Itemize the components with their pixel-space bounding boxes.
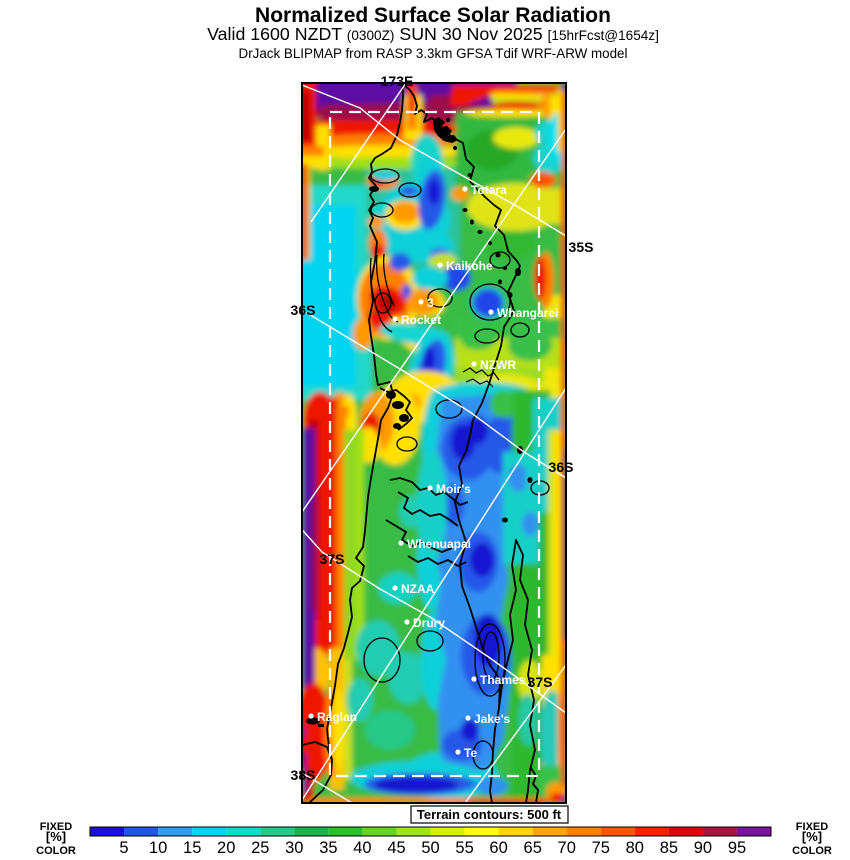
svg-text:55: 55 bbox=[455, 839, 473, 857]
svg-text:60: 60 bbox=[489, 839, 507, 857]
svg-text:Thames: Thames bbox=[480, 673, 526, 687]
svg-text:Moir's: Moir's bbox=[436, 482, 471, 496]
svg-text:10: 10 bbox=[149, 839, 167, 857]
svg-text:35S: 35S bbox=[569, 239, 594, 255]
svg-text:36S: 36S bbox=[291, 302, 316, 318]
svg-text:FIXED: FIXED bbox=[40, 821, 72, 833]
svg-text:Te: Te bbox=[464, 746, 477, 760]
svg-text:85: 85 bbox=[660, 839, 678, 857]
svg-text:[%]: [%] bbox=[46, 829, 66, 844]
svg-text:Terrain contours: 500 ft: Terrain contours: 500 ft bbox=[417, 807, 562, 822]
svg-text:40: 40 bbox=[353, 839, 371, 857]
svg-text:Whangarei: Whangarei bbox=[497, 306, 558, 320]
svg-text:75: 75 bbox=[592, 839, 610, 857]
svg-text:COLOR: COLOR bbox=[792, 845, 832, 857]
svg-text:Totara: Totara bbox=[471, 183, 507, 197]
svg-text:Drury: Drury bbox=[413, 616, 445, 630]
svg-text:80: 80 bbox=[626, 839, 644, 857]
svg-text:Whenuapai: Whenuapai bbox=[407, 537, 471, 551]
svg-text:[%]: [%] bbox=[802, 829, 822, 844]
svg-text:Jake's: Jake's bbox=[474, 712, 511, 726]
svg-text:35: 35 bbox=[319, 839, 337, 857]
svg-text:Rocket: Rocket bbox=[401, 313, 441, 327]
svg-text:3: 3 bbox=[427, 296, 434, 310]
svg-text:38S: 38S bbox=[291, 767, 316, 783]
svg-text:Normalized Surface Solar Radia: Normalized Surface Solar Radiation bbox=[255, 4, 611, 27]
svg-text:90: 90 bbox=[694, 839, 712, 857]
svg-text:DrJack BLIPMAP from RASP 3.3km: DrJack BLIPMAP from RASP 3.3km GFSA Tdif… bbox=[239, 46, 628, 61]
svg-text:50: 50 bbox=[421, 839, 439, 857]
svg-text:45: 45 bbox=[387, 839, 405, 857]
svg-text:Raglan: Raglan bbox=[317, 710, 357, 724]
svg-text:65: 65 bbox=[524, 839, 542, 857]
svg-text:95: 95 bbox=[728, 839, 746, 857]
svg-text:20: 20 bbox=[217, 839, 235, 857]
svg-text:NZAA: NZAA bbox=[401, 582, 435, 596]
svg-text:Kaikohe: Kaikohe bbox=[446, 259, 493, 273]
svg-text:173E: 173E bbox=[381, 73, 414, 89]
svg-text:25: 25 bbox=[251, 839, 269, 857]
svg-text:36S: 36S bbox=[549, 459, 574, 475]
svg-text:COLOR: COLOR bbox=[36, 845, 76, 857]
svg-text:37S: 37S bbox=[320, 551, 345, 567]
svg-text:5: 5 bbox=[119, 839, 128, 857]
svg-text:37S: 37S bbox=[528, 674, 553, 690]
svg-text:FIXED: FIXED bbox=[796, 821, 828, 833]
svg-text:NZWR: NZWR bbox=[480, 358, 516, 372]
svg-text:30: 30 bbox=[285, 839, 303, 857]
svg-text:Valid 1600 NZDT (0300Z) SUN 30: Valid 1600 NZDT (0300Z) SUN 30 Nov 2025 … bbox=[207, 24, 659, 44]
svg-text:15: 15 bbox=[183, 839, 201, 857]
svg-text:70: 70 bbox=[558, 839, 576, 857]
